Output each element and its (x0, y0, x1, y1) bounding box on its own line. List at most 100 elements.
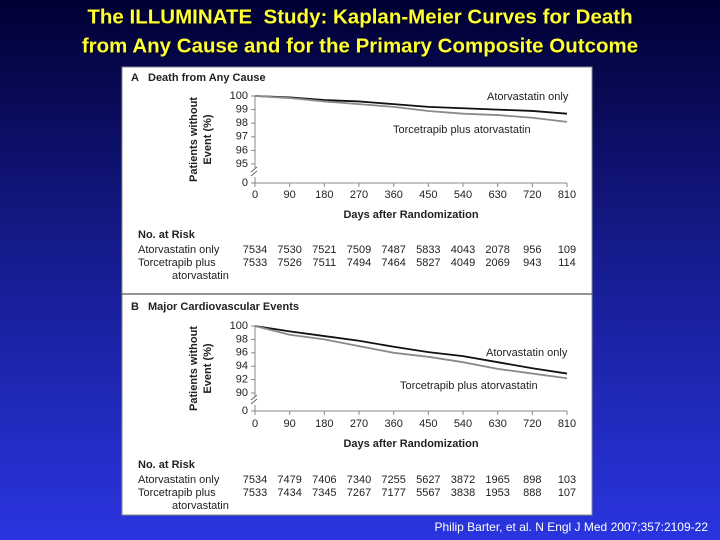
risk-count: 7533 (243, 257, 267, 269)
risk-count: 2078 (485, 244, 509, 256)
risk-count: 7494 (347, 257, 371, 269)
risk-count: 4043 (451, 244, 475, 256)
risk-count: 7177 (381, 487, 405, 499)
risk-row-label: Torcetrapib plus (138, 487, 216, 499)
x-tick-label: 360 (384, 418, 402, 430)
y-axis-label: Event (%) (202, 114, 214, 164)
x-tick-label: 540 (454, 189, 472, 201)
axis-break (250, 166, 258, 177)
risk-count: 7464 (381, 257, 405, 269)
slide-title: from Any Cause and for the Primary Compo… (82, 34, 638, 57)
panel-letter: B (131, 301, 139, 313)
x-tick-label: 90 (284, 418, 296, 430)
x-tick-label: 180 (315, 418, 333, 430)
risk-count: 956 (523, 244, 541, 256)
x-tick-label: 360 (384, 189, 402, 201)
km-curve (254, 95, 568, 115)
risk-count: 1953 (485, 487, 509, 499)
y-tick-label: 99 (236, 104, 248, 116)
legend-label: Atorvastatin only (487, 91, 569, 103)
x-tick-label: 450 (419, 189, 437, 201)
risk-count: 114 (558, 257, 576, 269)
x-tick-label: 270 (350, 189, 368, 201)
risk-title: No. at Risk (138, 229, 196, 241)
risk-count: 7406 (312, 474, 336, 486)
risk-count: 4049 (451, 257, 475, 269)
x-tick-label: 540 (454, 418, 472, 430)
x-tick-label: 0 (252, 189, 258, 201)
risk-count: 5627 (416, 474, 440, 486)
legend-label: Torcetrapib plus atorvastatin (400, 380, 538, 392)
risk-count: 7509 (347, 244, 371, 256)
risk-count: 7521 (312, 244, 336, 256)
y-tick-label: 98 (236, 117, 248, 129)
slide-title: The ILLUMINATE Study: Kaplan-Meier Curve… (87, 5, 632, 28)
x-tick-label: 180 (315, 189, 333, 201)
y-tick-label: 95 (236, 158, 248, 170)
y-tick-label: 100 (230, 90, 248, 102)
km-curve (254, 325, 568, 375)
risk-count: 898 (523, 474, 541, 486)
y-tick-label: 90 (236, 387, 248, 399)
risk-count: 7434 (277, 487, 301, 499)
x-tick-label: 630 (488, 418, 506, 430)
risk-count: 7479 (277, 474, 301, 486)
risk-count: 5827 (416, 257, 440, 269)
risk-count: 888 (523, 487, 541, 499)
risk-count: 7530 (277, 244, 301, 256)
risk-row-label: Torcetrapib plus (138, 257, 216, 269)
x-tick-label: 810 (558, 418, 576, 430)
risk-count: 5833 (416, 244, 440, 256)
x-tick-label: 720 (523, 418, 541, 430)
x-axis-label: Days after Randomization (343, 209, 478, 221)
panel-letter: A (131, 72, 139, 84)
panel-title: Death from Any Cause (148, 72, 266, 84)
risk-count: 7340 (347, 474, 371, 486)
panel-title: Major Cardiovascular Events (148, 301, 299, 313)
risk-count: 7345 (312, 487, 336, 499)
risk-count: 1965 (485, 474, 509, 486)
risk-count: 3872 (451, 474, 475, 486)
risk-row-label: atorvastatin (172, 270, 229, 282)
risk-count: 103 (558, 474, 576, 486)
y-tick-label: 98 (236, 333, 248, 345)
axis-break (250, 394, 258, 405)
citation: Philip Barter, et al. N Engl J Med 2007;… (434, 520, 708, 534)
y-tick-label: 0 (242, 405, 248, 417)
y-axis-label: Patients without (188, 326, 200, 411)
risk-row-label: Atorvastatin only (138, 244, 220, 256)
y-axis-label: Event (%) (202, 343, 214, 393)
y-tick-label: 97 (236, 131, 248, 143)
x-tick-label: 270 (350, 418, 368, 430)
y-tick-label: 96 (236, 347, 248, 359)
x-tick-label: 0 (252, 418, 258, 430)
x-tick-label: 720 (523, 189, 541, 201)
risk-count: 7511 (313, 257, 337, 269)
risk-count: 107 (558, 487, 576, 499)
risk-title: No. at Risk (138, 459, 196, 471)
x-axis-label: Days after Randomization (343, 438, 478, 450)
risk-count: 943 (523, 257, 541, 269)
risk-count: 109 (558, 244, 576, 256)
risk-count: 3838 (451, 487, 475, 499)
legend-label: Atorvastatin only (486, 347, 568, 359)
km-curve (254, 325, 568, 380)
risk-row-label: atorvastatin (172, 500, 229, 512)
x-tick-label: 450 (419, 418, 437, 430)
risk-count: 7267 (347, 487, 371, 499)
legend-label: Torcetrapib plus atorvastatin (393, 124, 531, 136)
risk-count: 5567 (416, 487, 440, 499)
risk-count: 7534 (243, 244, 267, 256)
risk-count: 7255 (381, 474, 405, 486)
title-shadow: from Any Cause and for the Primary Compo… (83, 35, 639, 58)
y-tick-label: 0 (242, 177, 248, 189)
y-tick-label: 96 (236, 144, 248, 156)
risk-count: 7533 (243, 487, 267, 499)
y-tick-label: 100 (230, 320, 248, 332)
figure-panel (121, 66, 593, 516)
y-tick-label: 92 (236, 374, 248, 386)
title-shadow: The ILLUMINATE Study: Kaplan-Meier Curve… (88, 6, 633, 29)
risk-row-label: Atorvastatin only (138, 474, 220, 486)
